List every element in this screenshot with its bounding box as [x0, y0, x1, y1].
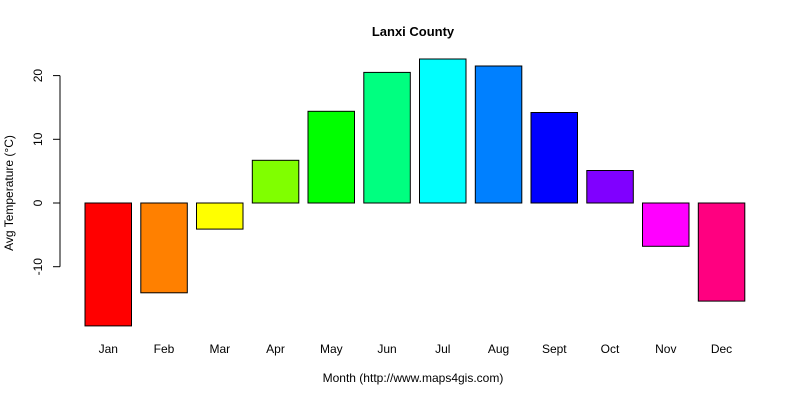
bar-nov [642, 202, 690, 247]
bar-sept [530, 112, 578, 204]
bar-mar [196, 202, 244, 230]
x-tick-feb: Feb [154, 342, 175, 356]
x-tick-apr: Apr [266, 342, 285, 356]
bar-may [307, 110, 355, 204]
x-tick-labels: Jan Feb Mar Apr May Jun Jul Aug Sept Oct Nov Dec [99, 342, 733, 356]
x-tick-oct: Oct [601, 342, 620, 356]
bars-group [84, 58, 746, 327]
x-tick-jan: Jan [99, 342, 118, 356]
bar-feb [140, 202, 188, 294]
x-tick-may: May [320, 342, 343, 356]
x-tick-aug: Aug [488, 342, 509, 356]
bar-apr [251, 159, 300, 204]
y-axis: -10 0 10 20 [31, 69, 61, 276]
x-tick-mar: Mar [209, 342, 230, 356]
x-tick-nov: Nov [655, 342, 676, 356]
x-tick-jun: Jun [377, 342, 396, 356]
x-tick-sept: Sept [542, 342, 567, 356]
y-axis-label: Avg Temperature (°C) [2, 135, 16, 251]
y-tick-label: 0 [31, 199, 45, 206]
x-tick-jul: Jul [435, 342, 450, 356]
x-axis-label: Month (http://www.maps4gis.com) [323, 371, 504, 385]
chart-title: Lanxi County [372, 24, 455, 39]
bar-oct [586, 170, 634, 204]
x-tick-dec: Dec [711, 342, 732, 356]
y-tick-label: 20 [31, 69, 45, 83]
bar-dec [697, 202, 746, 302]
bar-jul [419, 58, 467, 204]
y-tick-label: -10 [31, 258, 45, 276]
bar-jan [84, 202, 132, 327]
y-tick-label: 10 [31, 132, 45, 146]
bar-jun [363, 71, 411, 204]
bar-aug [474, 65, 523, 204]
